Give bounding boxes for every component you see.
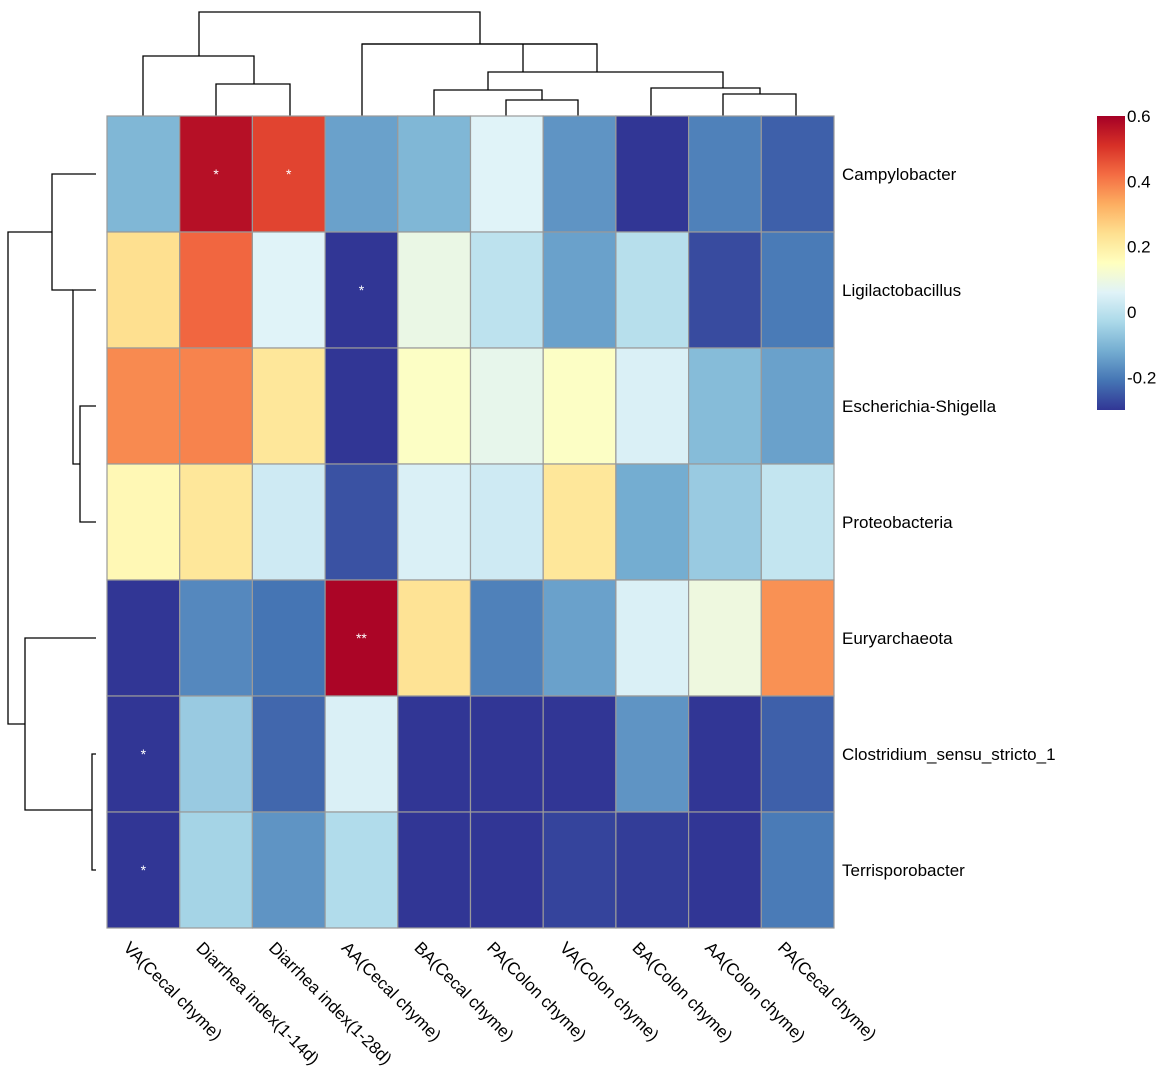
heatmap-cell bbox=[324, 695, 399, 813]
heatmap-cell bbox=[324, 347, 399, 465]
significance-mark: * bbox=[141, 746, 147, 762]
column-label: Diarrhea index(1-28d) bbox=[265, 938, 395, 1068]
heatmap-cell bbox=[542, 811, 617, 929]
row-label: Proteobacteria bbox=[842, 513, 953, 532]
row-label: Euryarchaeota bbox=[842, 629, 953, 648]
heatmap-cell bbox=[687, 695, 762, 813]
row-labels: Campylobacter Ligilactobacillus Escherichi… bbox=[842, 165, 1056, 880]
column-dendrogram bbox=[142, 11, 797, 116]
colorbar-tick-label: 0 bbox=[1127, 303, 1136, 322]
heatmap-cell bbox=[106, 811, 181, 929]
heatmap-cell bbox=[615, 347, 690, 465]
heatmap-cell bbox=[397, 695, 472, 813]
heatmap-cell bbox=[760, 579, 835, 697]
heatmap-cells bbox=[106, 115, 835, 929]
heatmap-cell bbox=[251, 811, 326, 929]
heatmap-cell bbox=[106, 115, 181, 233]
heatmap-cell bbox=[542, 463, 617, 581]
heatmap-cell bbox=[469, 231, 544, 349]
heatmap-cell bbox=[106, 579, 181, 697]
heatmap-cell bbox=[542, 347, 617, 465]
row-label: Escherichia-Shigella bbox=[842, 397, 997, 416]
heatmap-cell bbox=[251, 463, 326, 581]
heatmap-cell bbox=[179, 695, 253, 813]
heatmap-cell bbox=[251, 347, 326, 465]
heatmap-cell bbox=[760, 347, 835, 465]
heatmap-cell bbox=[397, 811, 472, 929]
significance-mark: * bbox=[213, 166, 219, 182]
heatmap-cell bbox=[687, 347, 762, 465]
heatmap-cell bbox=[324, 231, 399, 349]
heatmap-cell bbox=[179, 115, 253, 233]
heatmap-cell bbox=[397, 231, 472, 349]
column-labels: VA(Cecal chyme)Diarrhea index(1-14d)Diar… bbox=[120, 938, 880, 1068]
heatmap-cell bbox=[615, 811, 690, 929]
heatmap-cell bbox=[179, 579, 253, 697]
heatmap-cell bbox=[251, 115, 326, 233]
heatmap-cell bbox=[542, 579, 617, 697]
heatmap-cell bbox=[397, 115, 472, 233]
heatmap-cell bbox=[324, 463, 399, 581]
heatmap-cell bbox=[324, 579, 399, 697]
colorbar-tick-label: 0.4 bbox=[1127, 172, 1151, 191]
colorbar-gradient bbox=[1097, 116, 1125, 410]
heatmap-cell bbox=[615, 579, 690, 697]
heatmap-cell bbox=[251, 695, 326, 813]
heatmap-cell bbox=[469, 347, 544, 465]
row-label: Terrisporobacter bbox=[842, 861, 965, 880]
heatmap-cell bbox=[687, 579, 762, 697]
heatmap-cell bbox=[179, 463, 253, 581]
heatmap-cell bbox=[106, 695, 181, 813]
heatmap-cell bbox=[106, 347, 181, 465]
heatmap-cell bbox=[397, 463, 472, 581]
heatmap-cell bbox=[251, 231, 326, 349]
heatmap-cell bbox=[469, 811, 544, 929]
heatmap-cell bbox=[106, 463, 181, 581]
heatmap-cell bbox=[760, 463, 835, 581]
heatmap-cell bbox=[469, 579, 544, 697]
row-label: Campylobacter bbox=[842, 165, 957, 184]
row-label: Ligilactobacillus bbox=[842, 281, 961, 300]
heatmap-cell bbox=[542, 695, 617, 813]
heatmap-cell bbox=[687, 231, 762, 349]
heatmap-cell bbox=[542, 231, 617, 349]
column-label: Diarrhea index(1-14d) bbox=[192, 938, 322, 1068]
heatmap-cell bbox=[469, 463, 544, 581]
row-label: Clostridium_sensu_stricto_1 bbox=[842, 745, 1056, 764]
colorbar-tick-label: 0.2 bbox=[1127, 238, 1151, 257]
heatmap-cell bbox=[760, 115, 835, 233]
heatmap-cell bbox=[542, 115, 617, 233]
heatmap-cell bbox=[251, 579, 326, 697]
significance-mark: ** bbox=[356, 630, 367, 646]
heatmap-cell bbox=[687, 811, 762, 929]
significance-marks: * ****** bbox=[141, 166, 368, 878]
heatmap-cell bbox=[469, 695, 544, 813]
significance-mark: * bbox=[286, 166, 292, 182]
heatmap-cell bbox=[469, 115, 544, 233]
heatmap-cell bbox=[615, 115, 690, 233]
heatmap-cell bbox=[397, 579, 472, 697]
colorbar-tick-label: 0.6 bbox=[1127, 107, 1151, 126]
heatmap-cell bbox=[615, 463, 690, 581]
heatmap-cell bbox=[615, 695, 690, 813]
significance-mark: * bbox=[359, 282, 365, 298]
heatmap-cell bbox=[687, 115, 762, 233]
heatmap-cell bbox=[687, 463, 762, 581]
heatmap-cell bbox=[324, 115, 399, 233]
colorbar-legend: 0.6 0.4 0.2 0 -0.2 bbox=[1097, 107, 1156, 410]
heatmap-cell bbox=[760, 695, 835, 813]
heatmap-cell bbox=[106, 231, 181, 349]
heatmap-cell bbox=[179, 347, 253, 465]
heatmap-cell bbox=[760, 811, 835, 929]
colorbar-tick-label: -0.2 bbox=[1127, 368, 1156, 387]
heatmap-cell bbox=[760, 231, 835, 349]
significance-mark: * bbox=[141, 862, 147, 878]
heatmap-cell bbox=[397, 347, 472, 465]
row-dendrogram bbox=[7, 173, 96, 871]
heatmap-cell bbox=[179, 811, 253, 929]
heatmap-cell bbox=[179, 231, 253, 349]
heatmap-cell bbox=[615, 231, 690, 349]
heatmap-cell bbox=[324, 811, 399, 929]
